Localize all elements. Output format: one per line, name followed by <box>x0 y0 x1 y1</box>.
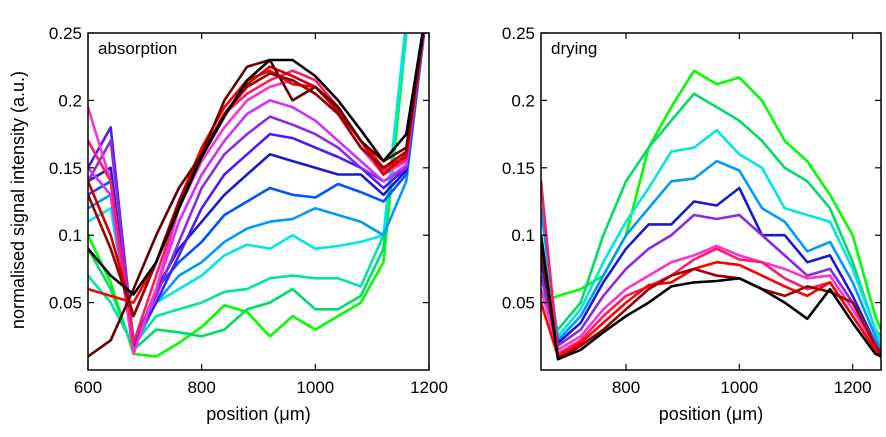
drying-y-tick-label: 0.1 <box>511 226 535 245</box>
absorption-x-tick-label: 1200 <box>410 378 448 397</box>
absorption-series-16 <box>88 33 425 358</box>
drying-series-6 <box>541 213 881 356</box>
drying-y-tick-label: 0.25 <box>502 24 535 43</box>
drying-y-tick-label: 0.2 <box>511 91 535 110</box>
absorption-panel-title: absorption <box>98 39 177 58</box>
absorption-plot-frame <box>87 32 430 371</box>
absorption-x-axis-label: position (μm) <box>206 404 310 424</box>
absorption-x-tick-label: 1000 <box>296 378 334 397</box>
drying-series-11 <box>541 233 881 361</box>
absorption-x-tick-label: 800 <box>187 378 215 397</box>
absorption-y-tick-label: 0.15 <box>49 159 82 178</box>
panel-drying: 800 1000 1200 0.05 0.1 0.15 0.2 0.25 position (μ… <box>502 24 882 424</box>
drying-x-tick-label: 1000 <box>720 378 758 397</box>
drying-series-2 <box>541 92 881 338</box>
series-group <box>541 69 881 361</box>
absorption-series-5 <box>88 33 426 350</box>
drying-series-5 <box>541 186 881 356</box>
drying-x-axis-label: position (μm) <box>659 404 763 424</box>
drying-y-tick-label: 0.05 <box>502 294 535 313</box>
drying-series-7 <box>541 244 881 356</box>
drying-x-tick-label: 1200 <box>834 378 872 397</box>
drying-y-tick-label: 0.15 <box>502 159 535 178</box>
absorption-series-11 <box>88 33 425 356</box>
panel-absorption: 600 800 1000 1200 0.05 0.1 0.15 0.2 0.25 position… <box>49 24 448 424</box>
drying-series-4 <box>541 159 881 352</box>
absorption-y-tick-label: 0.05 <box>49 294 82 313</box>
absorption-series-2 <box>88 33 407 352</box>
drying-x-tick-label: 800 <box>612 378 640 397</box>
absorption-series-1 <box>88 33 408 358</box>
series-group <box>88 33 426 358</box>
absorption-series-15 <box>88 33 425 318</box>
drying-plot-frame <box>540 32 882 371</box>
drying-series-9 <box>541 260 881 358</box>
absorption-series-3 <box>88 33 408 348</box>
absorption-y-tick-label: 0.2 <box>58 91 82 110</box>
absorption-y-tick-label: 0.25 <box>49 24 82 43</box>
drying-panel-title: drying <box>551 39 597 58</box>
y-axis-label: normalised signal intensity (a.u.) <box>8 71 28 329</box>
absorption-y-tick-label: 0.1 <box>58 226 82 245</box>
drying-series-10 <box>541 247 881 361</box>
absorption-series-17 <box>88 33 424 296</box>
absorption-x-tick-label: 600 <box>74 378 102 397</box>
drying-series-3 <box>541 128 881 345</box>
